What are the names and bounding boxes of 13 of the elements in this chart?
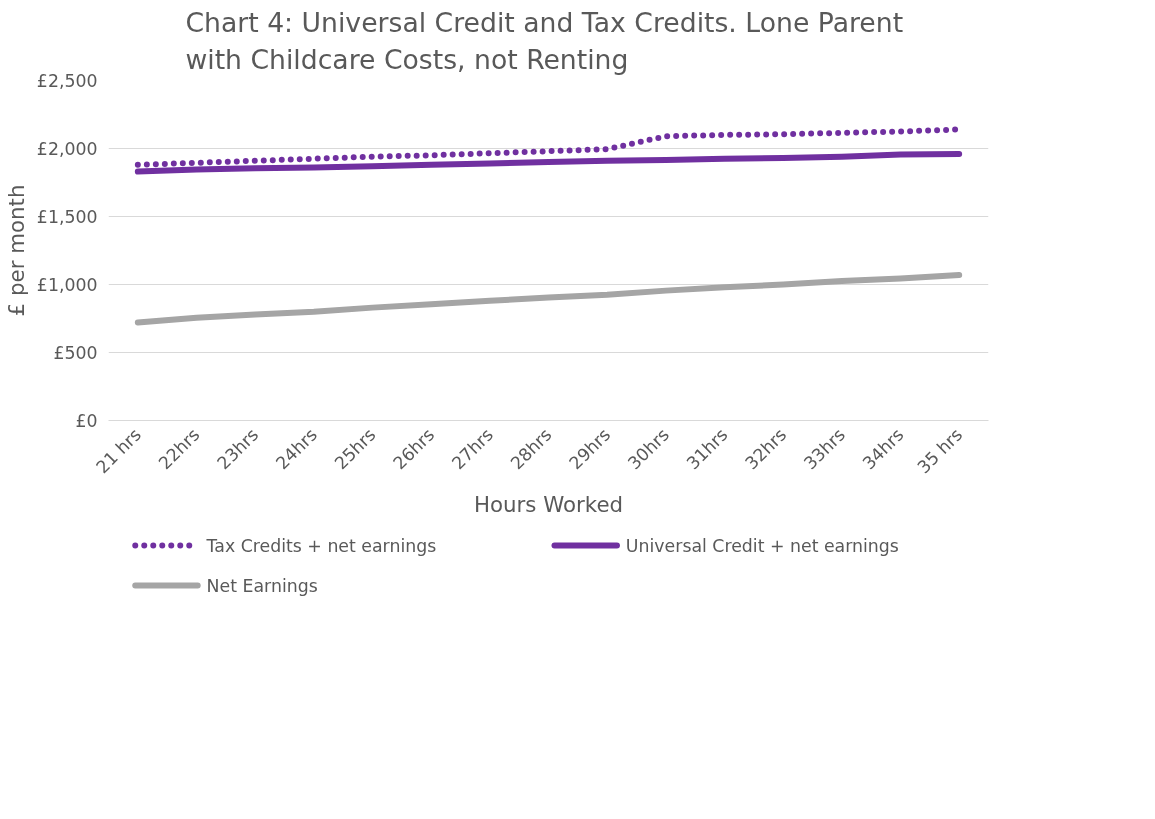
y-tick-label: £0 bbox=[75, 410, 98, 431]
y-tick-label: £2,000 bbox=[36, 138, 98, 159]
y-tick-label: £500 bbox=[53, 342, 98, 363]
chart-title: Chart 4: Universal Credit and Tax Credits. Lone Parent with Childcare Costs, not Renting bbox=[185, 7, 904, 76]
legend-label: Universal Credit + net earnings bbox=[625, 535, 899, 556]
legend-label: Net Earnings bbox=[206, 575, 318, 596]
x-tick-label: 35 hrs bbox=[913, 424, 967, 478]
y-tick-label: £2,500 bbox=[36, 70, 98, 91]
legend-label: Tax Credits + net earnings bbox=[205, 535, 437, 556]
y-axis-title: £ per month bbox=[3, 184, 29, 317]
x-axis-title: Hours Worked bbox=[473, 492, 624, 518]
y-tick-label: £1,500 bbox=[36, 206, 98, 227]
y-tick-label: £1,000 bbox=[36, 274, 98, 295]
